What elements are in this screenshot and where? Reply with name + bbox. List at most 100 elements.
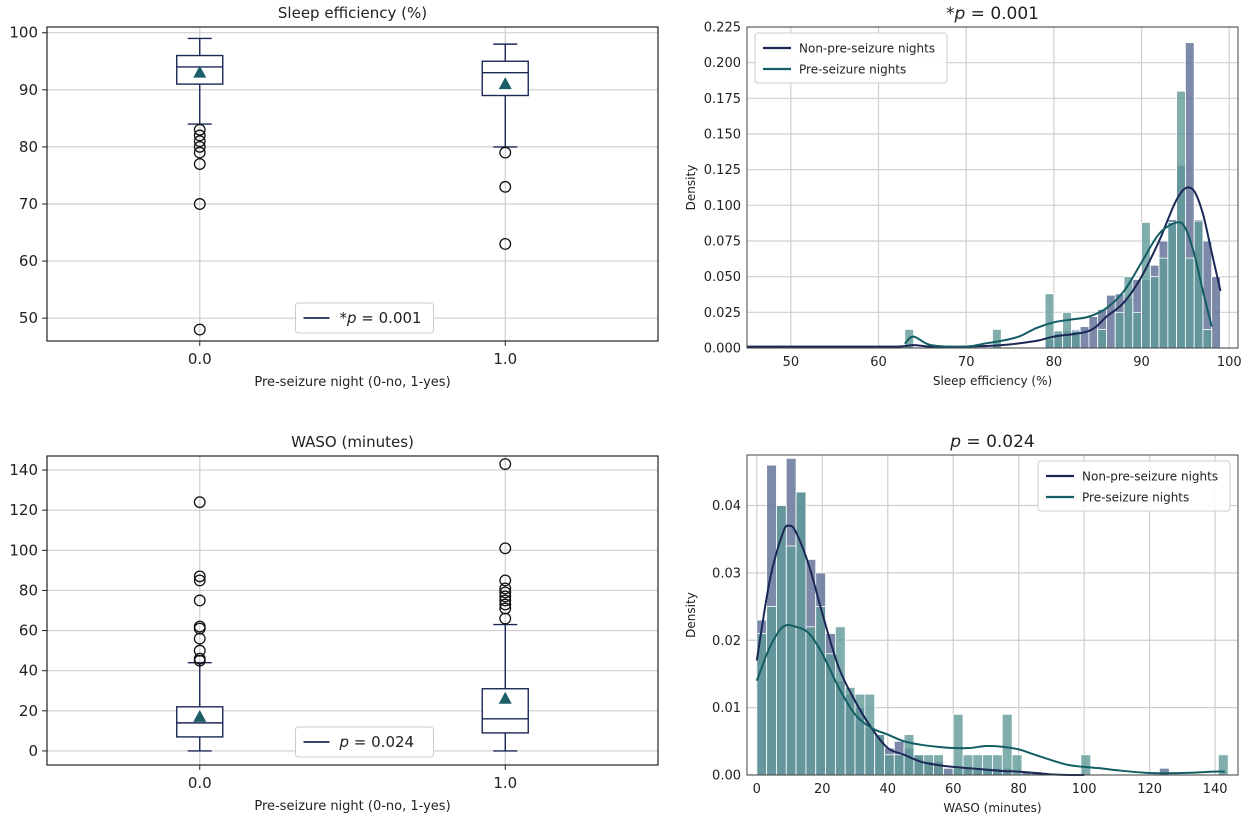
chart-title-part: = 0.024 [961, 432, 1035, 452]
x-tick-label: 60 [870, 355, 887, 370]
y-tick-label: 20 [19, 702, 38, 720]
kde-line-non-pre-seizure [755, 524, 1085, 777]
x-tick-label: 100 [1217, 355, 1242, 370]
histogram-bar [1001, 713, 1013, 776]
x-tick-label: 0.0 [188, 350, 212, 368]
chart-title: *p = 0.001 [946, 4, 1039, 24]
outlier-point [193, 135, 206, 148]
outlier-point [193, 496, 206, 509]
y-tick-label: 100 [9, 24, 38, 42]
outlier-point [193, 123, 206, 136]
histogram-bar [1080, 754, 1092, 776]
x-tick-label: 80 [1010, 782, 1027, 797]
histogram-bar [1167, 222, 1178, 349]
x-tick-label: 80 [1046, 355, 1063, 370]
axes-frame [746, 26, 1239, 349]
y-axis-label: Density [684, 165, 698, 211]
legend-label-part: p [346, 309, 357, 327]
legend: *p = 0.001 [295, 302, 434, 334]
y-tick-label: 120 [9, 501, 38, 519]
outlier-point [499, 586, 512, 599]
x-tick-label: 140 [1203, 782, 1228, 797]
y-tick-label: 0.125 [704, 163, 741, 178]
legend: Non-pre-seizure nights Pre-seizure nights [1037, 460, 1231, 512]
histogram-bar [854, 693, 866, 776]
x-tick-label: 120 [1137, 782, 1162, 797]
histogram-bar [893, 754, 905, 776]
x-tick-label: 20 [814, 782, 831, 797]
y-tick-label: 0.200 [704, 56, 741, 71]
x-tick-label: 60 [945, 782, 962, 797]
y-tick-label: 0.000 [704, 342, 741, 357]
legend-label: p = 0.024 [339, 733, 415, 751]
chart-title-part: * [946, 4, 955, 24]
outlier-point [193, 632, 206, 645]
outlier-point [193, 323, 206, 336]
mean-marker [498, 691, 512, 704]
outlier-point [193, 198, 206, 210]
y-tick-label: 100 [9, 541, 38, 559]
y-tick-label: 0.075 [704, 235, 741, 250]
legend-label-part: = 0.024 [349, 733, 414, 751]
x-tick-label: 70 [958, 355, 975, 370]
kde-line-pre-seizure [904, 221, 1213, 348]
histogram-bar [1132, 311, 1142, 349]
y-tick-label: 0.03 [712, 566, 741, 581]
y-tick-label: 80 [19, 581, 38, 599]
legend-label: Pre-seizure nights [799, 63, 906, 77]
histogram-bar [766, 606, 777, 776]
y-tick-label: 60 [19, 622, 38, 640]
kde-line-pre-seizure [755, 624, 1225, 775]
mean-marker [193, 709, 207, 722]
outlier-point [499, 612, 512, 625]
legend-label: Pre-seizure nights [1082, 491, 1189, 505]
y-tick-label: 0.050 [704, 270, 741, 285]
x-tick-label: 1.0 [493, 774, 517, 792]
outlier-point [193, 129, 206, 142]
x-tick-label: 90 [1133, 355, 1150, 370]
axes-frame [46, 455, 659, 766]
x-axis-label: WASO (minutes) [943, 801, 1041, 815]
y-tick-label: 0.100 [704, 199, 741, 214]
chart-title-part: p [949, 432, 961, 452]
histogram-bar [992, 754, 1003, 776]
histogram-bar [1088, 316, 1099, 349]
outlier-point [193, 574, 206, 587]
histogram-bar [785, 545, 797, 776]
y-tick-label: 0.175 [704, 92, 741, 107]
histogram-bar [1044, 293, 1055, 349]
y-tick-label: 50 [19, 309, 38, 327]
y-tick-label: 70 [19, 195, 38, 213]
outlier-point [499, 598, 512, 611]
x-tick-label: 100 [1072, 782, 1097, 797]
outlier-point [499, 582, 512, 595]
y-tick-label: 140 [9, 461, 38, 479]
sleep-efficiency-boxplot: 50 60 70 80 90 100 0.0 1.0 Sleep efficiency (%) P… [9, 4, 659, 390]
histogram-bar [1114, 311, 1125, 349]
histogram-bar [1149, 276, 1160, 349]
x-axis-label: Sleep efficiency (%) [933, 374, 1052, 388]
histogram-bar [1176, 90, 1186, 349]
legend-box [1037, 460, 1231, 512]
box-group-1.0 [481, 43, 529, 250]
legend-box [295, 302, 434, 334]
histogram-bar [1053, 330, 1064, 349]
outlier-point [193, 570, 206, 583]
x-tick-label: 1.0 [493, 350, 517, 368]
outlier-point [499, 594, 512, 607]
sleep-efficiency-histogram: 0.000 0.025 0.050 0.075 0.100 0.125 0.150 0.175… [684, 4, 1242, 388]
y-tick-label: 0.04 [712, 499, 741, 514]
mean-marker [193, 65, 207, 78]
histogram-bar [972, 754, 984, 776]
legend-label-part: * [340, 309, 348, 327]
x-tick-label: 0.0 [188, 774, 212, 792]
waso-histogram: 0.00 0.01 0.02 0.03 0.04 0 20 40 60 80 100 120 140 p … [684, 432, 1239, 815]
y-axis-label: Density [684, 592, 698, 638]
axes-frame [746, 454, 1239, 776]
legend-label: Non-pre-seizure nights [1082, 470, 1218, 484]
chart-title-part: = 0.001 [965, 4, 1039, 24]
histogram-bar [952, 713, 964, 776]
axes-frame [46, 26, 659, 342]
x-tick-label: 0 [753, 782, 761, 797]
